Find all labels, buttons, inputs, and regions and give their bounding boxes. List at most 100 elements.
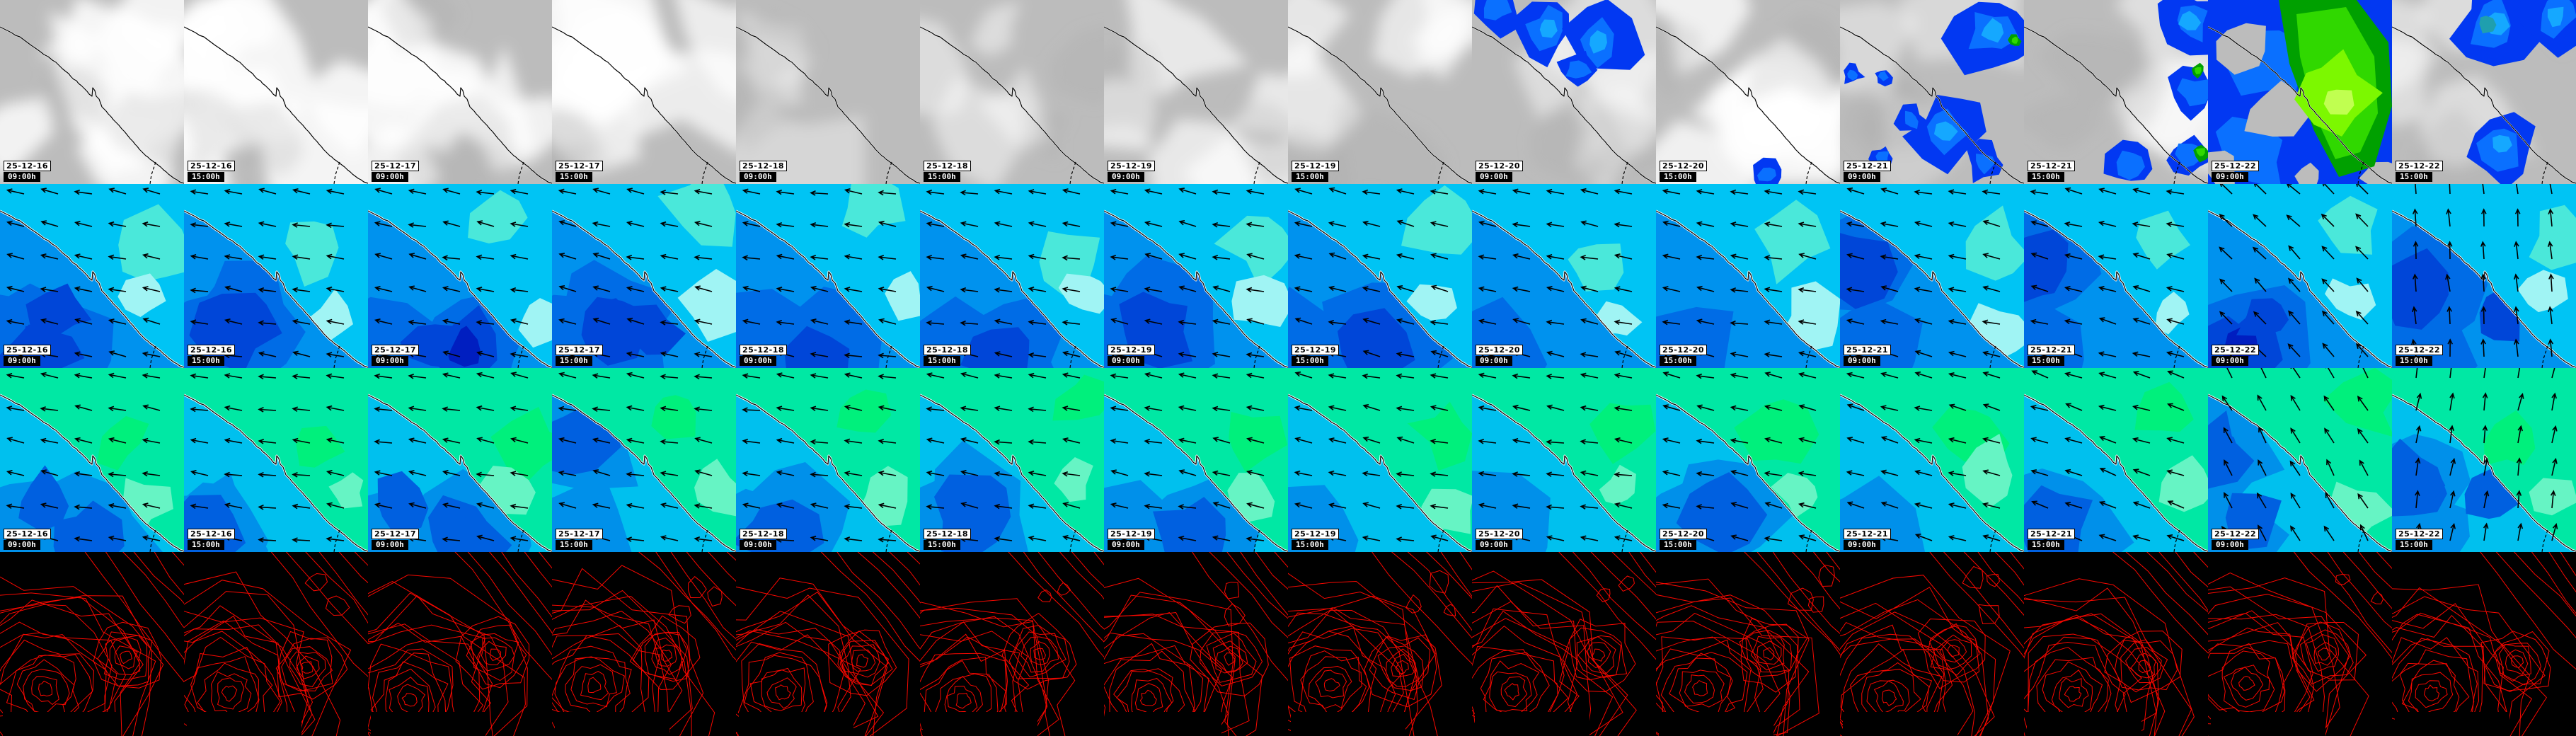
wind-arrow-icon (2359, 524, 2369, 541)
wind-arrow-icon (1396, 219, 1415, 227)
wind-arrow-icon (1430, 221, 1449, 227)
contours-map-svg (368, 552, 552, 736)
wind-map-svg (2024, 368, 2208, 552)
wind-arrow-icon (2030, 252, 2049, 260)
wind-arrow-icon (2415, 457, 2421, 476)
wind-arrow-icon (2098, 372, 2117, 379)
wind-arrow-icon (1914, 221, 1933, 227)
timestamp-label: 25-12-22 09:00h (2212, 159, 2260, 182)
wind-arrow-icon (1028, 471, 1047, 476)
wind-arrow-icon (1730, 320, 1749, 326)
wind-arrow-icon (1546, 188, 1565, 195)
coastline (1104, 394, 1288, 552)
wind-arrow-icon (1512, 318, 1531, 325)
wind-arrow-icon (810, 439, 829, 445)
timestamp-label: 25-12-18 09:00h (740, 527, 788, 550)
wind-arrow-icon (2064, 372, 2083, 379)
wind-arrow-icon (1246, 287, 1265, 293)
contours-map-svg (1656, 552, 1840, 736)
wind-arrow-icon (1110, 373, 1129, 379)
wind-arrow-icon (1730, 405, 1749, 411)
wind-arrow-icon (2288, 310, 2301, 325)
wind-arrow-icon (1430, 189, 1449, 195)
timestamp-label: 25-12-18 15:00h (924, 527, 972, 550)
wind-arrow-icon (660, 502, 679, 509)
wind-arrow-icon (1144, 253, 1163, 260)
wind-arrow-icon (2064, 222, 2083, 227)
wind-arrow-icon (1178, 188, 1197, 195)
label-blackout-patch (187, 712, 301, 736)
map-panel-wind-maps-lower-5: 25-12-18 09:00h (736, 368, 920, 552)
clouds-map-svg (1288, 0, 1472, 184)
wind-arrow-icon (442, 470, 461, 476)
wind-arrow-icon (442, 318, 461, 325)
wind-arrow-icon (994, 439, 1013, 445)
wind-arrow-icon (2064, 502, 2083, 509)
wind-arrow-icon (1696, 221, 1715, 227)
map-panel-wind-maps-upper-2: 25-12-16 15:00h (184, 184, 368, 368)
wind-arrow-icon (510, 503, 529, 510)
wind-arrow-icon (1580, 255, 1599, 260)
wind-arrow-icon (142, 502, 161, 509)
wind-arrow-icon (1246, 352, 1265, 358)
panel-date-label: 25-12-19 (1108, 529, 1156, 539)
timestamp-label: 25-12-21 15:00h (2028, 159, 2076, 182)
timestamp-label: 25-12-16 15:00h (188, 527, 236, 550)
wind-arrow-icon (2480, 273, 2486, 292)
wind-arrow-icon (1328, 373, 1347, 379)
panel-time-label: 09:00h (4, 540, 40, 550)
wind-arrow-icon (994, 188, 1013, 195)
wind-arrow-icon (1982, 437, 2001, 444)
wind-arrow-icon (292, 472, 311, 478)
wind-arrow-icon (1948, 437, 1967, 444)
coastline (1288, 210, 1472, 368)
wind-arrow-icon (1880, 285, 1899, 292)
wind-arrow-icon (2449, 368, 2452, 379)
wind-arrow-icon (742, 502, 761, 509)
wind-arrow-icon (994, 373, 1013, 379)
wind-arrow-icon (1614, 188, 1633, 195)
wind-arrow-icon (510, 536, 529, 542)
wind-arrow-icon (476, 254, 495, 260)
wind-arrow-icon (660, 374, 679, 380)
wind-arrow-icon (6, 503, 25, 510)
sea-wind-field (1840, 476, 1926, 552)
wind-arrow-icon (1430, 503, 1449, 510)
wind-map-svg (1472, 184, 1656, 368)
wind-arrow-icon (2132, 188, 2151, 195)
map-panel-cloud-precipitation-maps-2: 25-12-16 15:00h (184, 0, 368, 184)
wind-arrow-icon (2253, 311, 2267, 325)
wind-arrow-icon (1764, 255, 1783, 260)
panel-time-label: 15:00h (1660, 172, 1696, 182)
clouds-map-svg (2024, 0, 2208, 184)
wind-arrow-icon (1110, 221, 1129, 227)
wind-arrow-icon (776, 502, 795, 509)
wind-arrow-icon (108, 471, 127, 478)
wind-arrow-icon (224, 222, 243, 227)
panel-date-label: 25-12-21 (1844, 161, 1892, 171)
wind-arrow-icon (476, 372, 495, 379)
wind-arrow-icon (258, 254, 277, 260)
wind-arrow-icon (1696, 373, 1715, 379)
timestamp-label: 25-12-20 15:00h (1660, 159, 1708, 182)
wind-arrow-icon (2324, 427, 2335, 444)
wind-arrow-icon (2517, 522, 2524, 541)
wind-arrow-icon (374, 439, 393, 445)
wind-arrow-icon (2253, 184, 2267, 195)
clouds-map-svg (1656, 0, 1840, 184)
wind-arrow-icon (558, 318, 577, 325)
wind-arrow-icon (1846, 187, 1865, 195)
wind-arrow-icon (1914, 437, 1933, 444)
wind-arrow-icon (1696, 471, 1715, 477)
label-blackout-patch (1475, 712, 1589, 736)
wind-arrow-icon (1478, 254, 1497, 260)
wind-arrow-icon (74, 536, 93, 542)
wind-arrow-icon (74, 286, 93, 292)
wind-arrow-icon (626, 286, 645, 292)
wind-arrow-icon (2445, 273, 2451, 292)
wind-arrow-icon (592, 252, 611, 260)
wind-arrow-icon (1028, 406, 1047, 413)
wind-arrow-icon (626, 502, 645, 509)
wind-arrow-icon (1662, 188, 1681, 195)
wind-arrow-icon (1212, 255, 1231, 260)
